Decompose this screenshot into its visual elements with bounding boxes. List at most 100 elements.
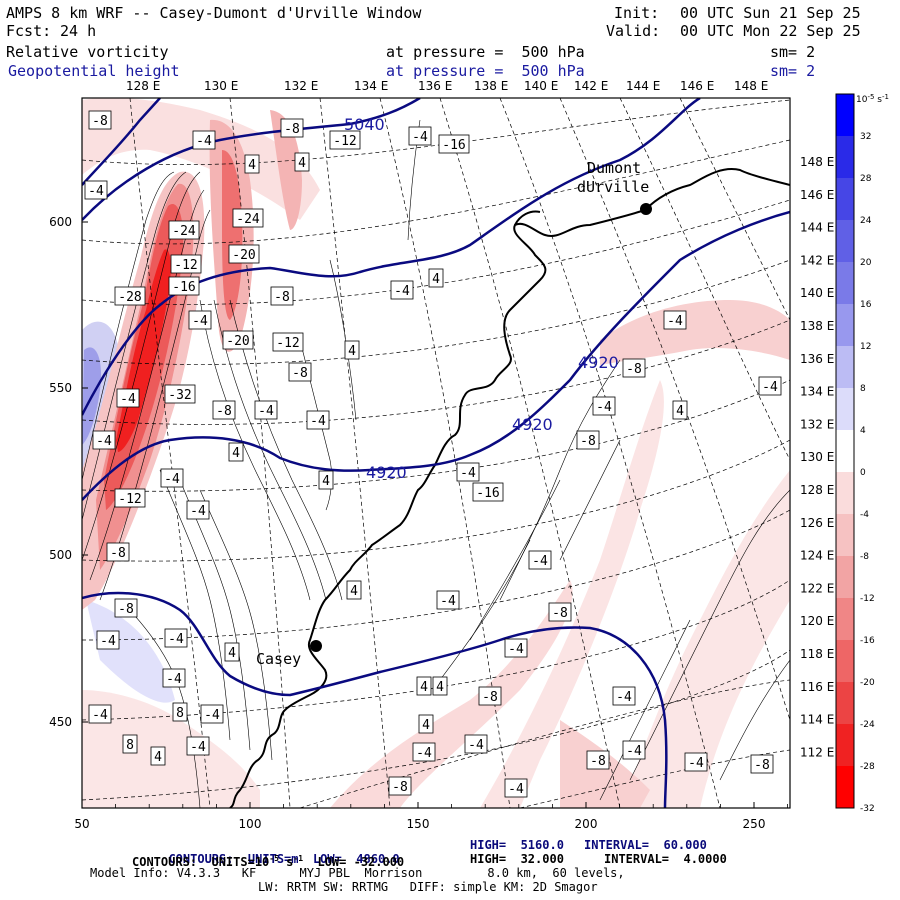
edge-label: 146 E	[800, 188, 834, 202]
init-label: Init:	[614, 4, 660, 22]
vorticity-label: -8	[280, 118, 304, 138]
colorbar-label: -24	[860, 720, 875, 730]
footer-height-high: HIGH= 5160.0	[470, 838, 564, 852]
vorticity-label: -4	[84, 180, 108, 200]
vorticity-label: -4	[188, 310, 212, 330]
svg-text:-4: -4	[258, 404, 274, 419]
vorticity-label: 4	[428, 268, 444, 288]
svg-text:-8: -8	[284, 122, 300, 137]
field2-smoothing: sm= 2	[770, 62, 816, 80]
svg-text:-4: -4	[310, 414, 326, 429]
vorticity-label: -28	[114, 286, 146, 306]
vorticity-label: -4	[456, 462, 480, 482]
colorbar-swatch	[836, 766, 854, 808]
dumont-durville-marker	[640, 203, 652, 215]
footer-vorticity-contours: CONTOURS: UNITS=10-5 s-1 LOW= -32.000	[132, 854, 405, 869]
edge-label: 140 E	[800, 286, 834, 300]
colorbar-swatch	[836, 262, 854, 304]
vorticity-label: -4	[164, 628, 188, 648]
vorticity-label: 8	[122, 734, 138, 754]
vorticity-label: -8	[388, 776, 412, 796]
vorticity-label: -16	[438, 134, 470, 154]
field2-name: Geopotential height	[8, 62, 180, 80]
vorticity-label: -4	[408, 126, 432, 146]
svg-text:4: 4	[676, 404, 684, 419]
svg-text:4: 4	[432, 272, 440, 287]
svg-text:-4: -4	[532, 554, 548, 569]
colorbar-swatch	[836, 94, 854, 136]
vorticity-label: 4	[432, 676, 448, 696]
svg-text:-8: -8	[292, 366, 308, 381]
vorticity-label: -4	[504, 638, 528, 658]
svg-text:-4: -4	[166, 672, 182, 687]
svg-text:4: 4	[298, 156, 306, 171]
colorbar-swatch	[836, 556, 854, 598]
svg-text:4: 4	[348, 344, 356, 359]
svg-text:-12: -12	[333, 134, 356, 149]
field1-name: Relative vorticity	[6, 43, 169, 61]
edge-label: 114 E	[800, 713, 834, 727]
colorbar-label: -28	[860, 762, 875, 772]
longitude-label: 140 E	[524, 79, 558, 93]
svg-text:-4: -4	[468, 738, 484, 753]
svg-text:-4: -4	[762, 380, 778, 395]
edge-label: 126 E	[800, 516, 834, 530]
longitude-label: 148 E	[734, 79, 768, 93]
vorticity-label: 4	[244, 154, 260, 174]
height-label-4920-b: 4920	[512, 415, 553, 434]
vorticity-label: -16	[168, 276, 200, 296]
colorbar-label: 28	[860, 174, 872, 184]
edge-label: 142 E	[800, 253, 834, 267]
edge-label: 120 E	[800, 614, 834, 628]
vorticity-label: -4	[592, 396, 616, 416]
vorticity-label: -8	[548, 602, 572, 622]
right-edge-labels: 148 E 146 E 144 E 142 E 140 E 138 E 136 E 134 E…	[800, 155, 834, 759]
geopotential-height-contours	[82, 98, 790, 808]
footer-height-interval: INTERVAL= 60.000	[584, 838, 707, 852]
svg-text:-4: -4	[508, 782, 524, 797]
edge-label: 118 E	[800, 647, 834, 661]
fcst-value: 24 h	[60, 22, 97, 40]
svg-text:-4: -4	[164, 472, 180, 487]
vorticity-label: -4	[186, 736, 210, 756]
vorticity-labels: -8-4-8-4-16-124 4-4-24-24-20-12-28-16-8 -4…	[84, 110, 782, 798]
vorticity-label: -4	[612, 686, 636, 706]
height-label-5040: 5040	[344, 115, 385, 134]
colorbar-label: 0	[860, 468, 866, 478]
vorticity-label: 4	[416, 676, 432, 696]
x-tick-label: 250	[743, 817, 766, 831]
vorticity-label: -4	[436, 590, 460, 610]
vorticity-label: -4	[192, 130, 216, 150]
vorticity-label: -4	[116, 388, 140, 408]
colorbar-label: -16	[860, 636, 875, 646]
svg-text:-24: -24	[236, 212, 260, 227]
svg-text:-4: -4	[412, 130, 428, 145]
longitude-label: 130 E	[204, 79, 238, 93]
init-value: 00 UTC Sun 21 Sep 25	[680, 4, 861, 22]
svg-text:-4: -4	[688, 756, 704, 771]
vorticity-label: -4	[758, 376, 782, 396]
edge-label: 136 E	[800, 352, 834, 366]
y-tick-label: 550	[49, 381, 72, 395]
vorticity-label: -4	[186, 500, 210, 520]
longitude-label: 146 E	[680, 79, 714, 93]
svg-text:-20: -20	[232, 248, 255, 263]
vorticity-label: -4	[390, 280, 414, 300]
vorticity-label: -8	[586, 750, 610, 770]
svg-text:4: 4	[322, 474, 330, 489]
vorticity-label: -4	[464, 734, 488, 754]
vorticity-label: -12	[114, 488, 146, 508]
x-tick-label: 50	[74, 817, 89, 831]
vorticity-label: -8	[270, 286, 294, 306]
svg-text:4: 4	[248, 158, 256, 173]
plot-area: 5040 4920 4920 4920 -8-4-8-4-16-124 4-4-2…	[82, 98, 790, 808]
colorbar-swatch	[836, 388, 854, 430]
fcst-label: Fcst:	[6, 22, 52, 40]
svg-text:-4: -4	[88, 184, 104, 199]
svg-text:-4: -4	[508, 642, 524, 657]
colorbar-label: 8	[860, 384, 866, 394]
svg-text:4: 4	[232, 446, 240, 461]
height-label-4920-a: 4920	[578, 353, 619, 372]
svg-text:-16: -16	[442, 138, 465, 153]
